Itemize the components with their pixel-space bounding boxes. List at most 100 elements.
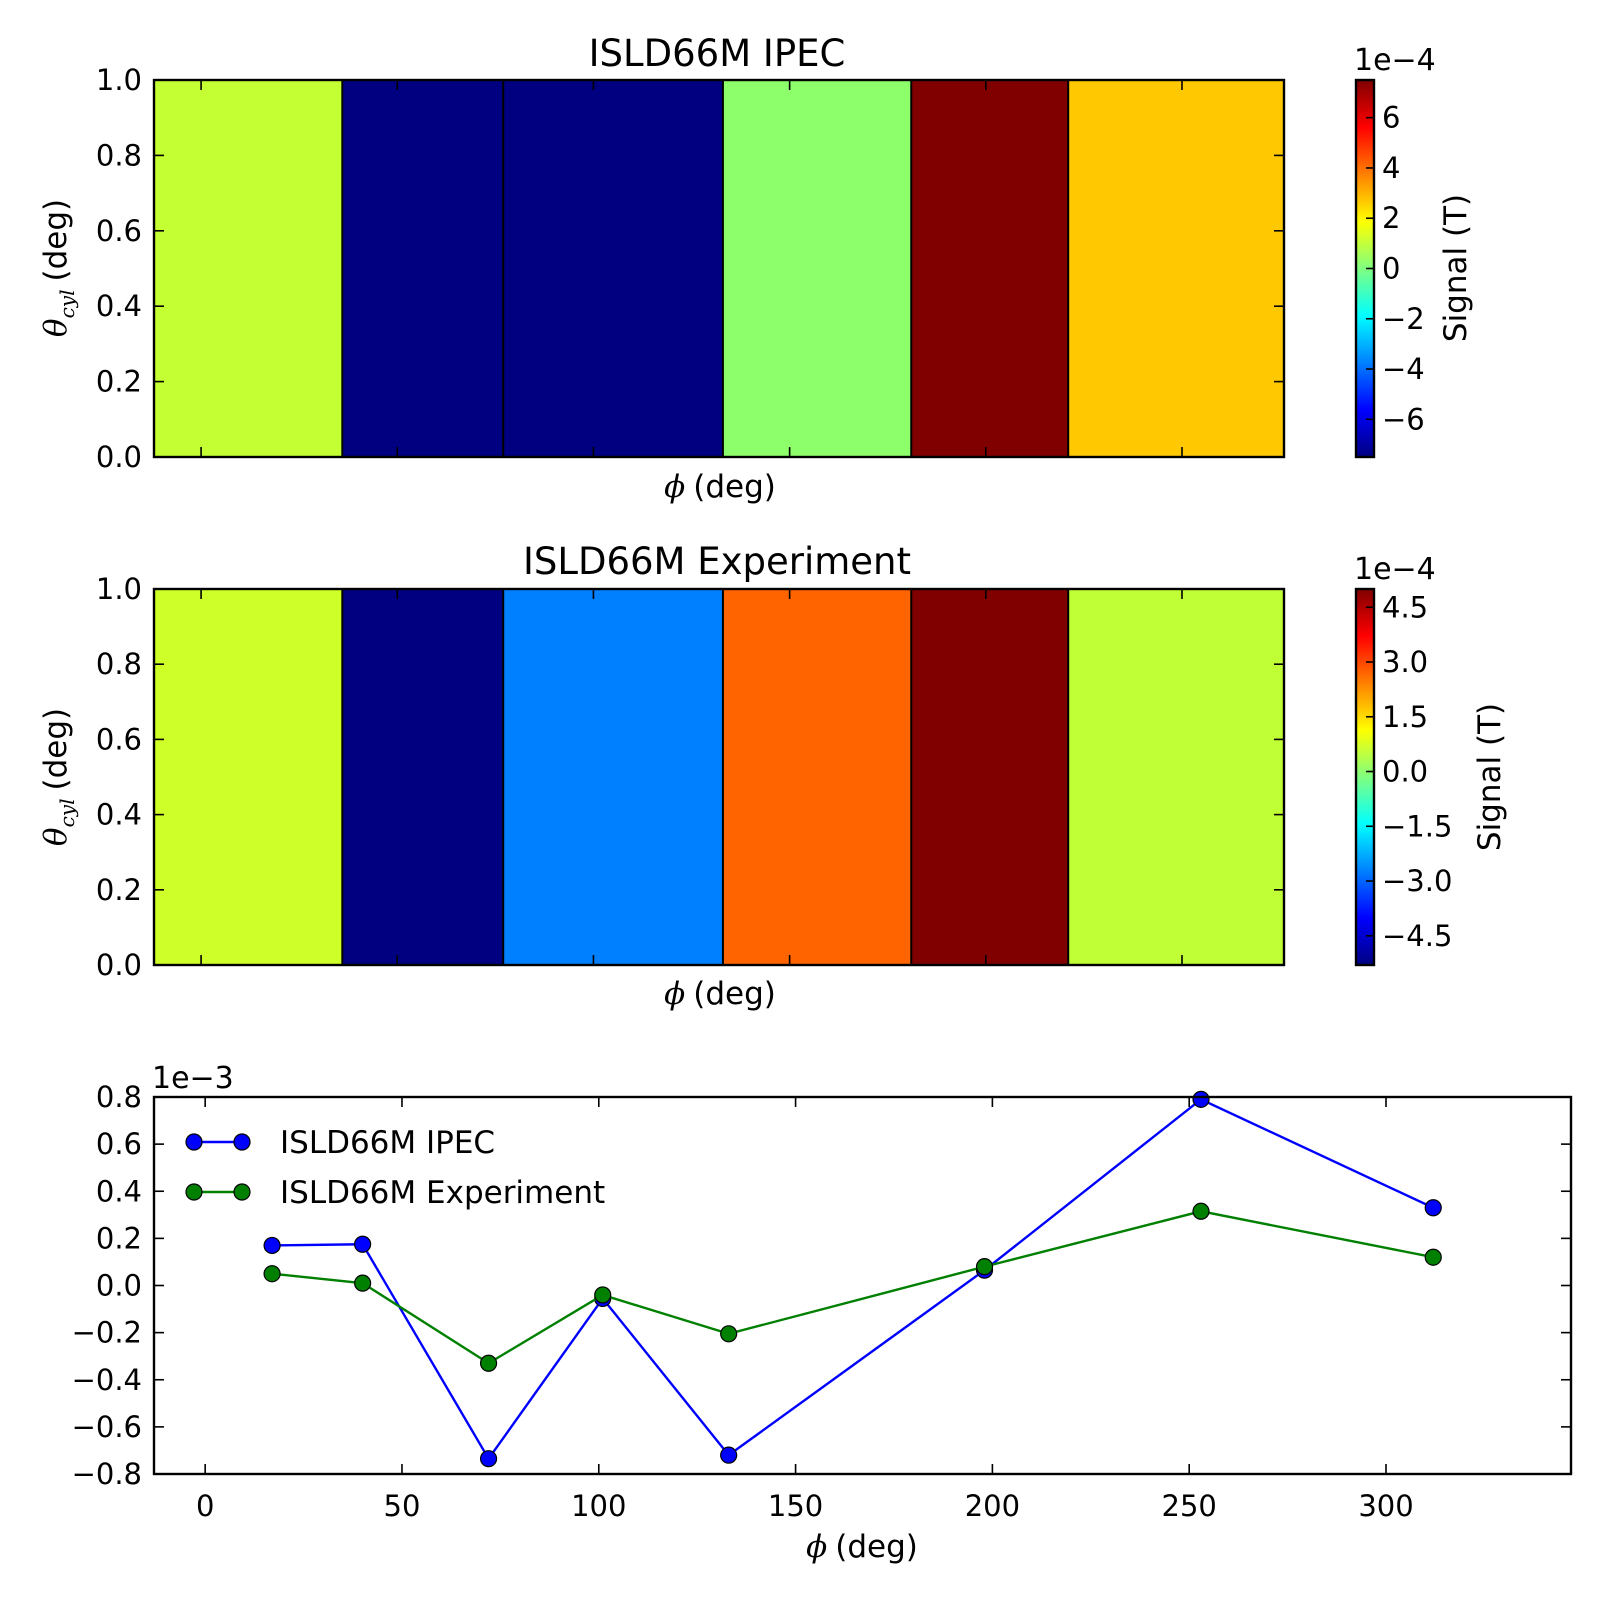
series-line-ipec (272, 1097, 1434, 1461)
heatmap-ipec-y-label: θcyl(deg) (38, 199, 79, 337)
legend-marker-experiment (233, 1183, 251, 1201)
legend-label-ipec: ISLD66M IPEC (280, 1125, 495, 1161)
heatmap-experiment-cell-0 (154, 589, 343, 965)
y-tick-label: −0.8 (72, 1457, 142, 1491)
series-line-experiment (271, 1210, 1434, 1365)
colorbar-tick-label: −2 (1382, 302, 1425, 336)
y-tick-label: 0.6 (96, 722, 142, 756)
data-point-ipec (1424, 1199, 1442, 1217)
data-point-ipec (1192, 1090, 1210, 1108)
colorbar-tick-label: 4.5 (1382, 590, 1428, 624)
colorbar-experiment-label: Signal (T) (1472, 703, 1508, 851)
colorbar-experiment (1356, 589, 1374, 965)
heatmap-ipec-cell-2 (503, 80, 723, 457)
line-chart-ticks: 0 50 100 150 200 250 300 −0.8 −0.6 −0.4 −0.2 0.0 0.2… (72, 1080, 1571, 1523)
colorbar-tick-label: 2 (1382, 201, 1400, 235)
heatmap-ipec-cell-0 (154, 80, 343, 457)
y-tick-label: 0.2 (96, 873, 142, 907)
heatmap-experiment-cell-2 (503, 589, 723, 965)
heatmap-experiment-x-label: ϕ (deg) (664, 976, 776, 1012)
colorbar-tick-label: 6 (1382, 101, 1400, 135)
x-tick-label: 100 (571, 1489, 626, 1523)
data-point-ipec (479, 1450, 498, 1468)
data-point-experiment (263, 1265, 281, 1283)
heatmap-ipec-cell-4 (911, 80, 1069, 457)
heatmap-experiment-cell-1 (342, 589, 504, 965)
heatmap-ipec-frame (152, 78, 1286, 459)
data-point-experiment (354, 1274, 372, 1292)
heatmap-ipec-x-label: ϕ (deg) (664, 469, 776, 505)
colorbar-tick-label: 0.0 (1382, 755, 1428, 789)
colorbar-tick-label: −6 (1382, 402, 1425, 436)
y-tick-label: 0.2 (96, 365, 142, 399)
heatmap-ipec-cell-3 (722, 80, 912, 457)
heatmap-experiment-cell-4 (911, 589, 1069, 965)
colorbar-ipec-label: Signal (T) (1438, 194, 1474, 342)
colorbar-tick-label: −4.5 (1382, 919, 1452, 953)
data-point-ipec (720, 1446, 738, 1464)
data-point-experiment (594, 1286, 612, 1304)
heatmap-experiment-cell-3 (722, 589, 912, 965)
heatmap-ipec-y-ticks: 0.0 0.2 0.4 0.6 0.8 1.0 (96, 63, 1284, 474)
colorbar-tick-label: 3.0 (1382, 645, 1428, 679)
legend-marker-ipec (185, 1133, 203, 1151)
colorbar-tick-label: 0 (1382, 252, 1400, 286)
y-tick-label: 1.0 (96, 63, 142, 97)
legend-marker-experiment (185, 1183, 203, 1201)
heatmap-ipec-title: ISLD66M IPEC (589, 32, 846, 75)
x-tick-label: 200 (965, 1489, 1020, 1523)
y-tick-label: 0.6 (96, 1127, 142, 1161)
heatmap-experiment-title: ISLD66M Experiment (523, 540, 911, 583)
heatmap-experiment-y-label: θcyl(deg) (38, 708, 79, 846)
data-point-experiment (479, 1354, 498, 1372)
colorbar-experiment-exponent: 1e−4 (1354, 552, 1436, 587)
data-point-experiment (975, 1258, 994, 1276)
line-chart-x-label: ϕ (deg) (806, 1529, 918, 1565)
colorbar-experiment-frame (1354, 587, 1376, 967)
y-tick-label: 0.8 (96, 647, 142, 681)
x-tick-label: 0 (196, 1489, 214, 1523)
y-tick-label: 0.0 (96, 440, 142, 474)
y-tick-label: 0.0 (96, 948, 142, 982)
y-tick-label: 0.4 (96, 1174, 142, 1208)
line-chart-panel: 0 50 100 150 200 250 300 −0.8 −0.6 −0.4 −0.2 0.0 0.2… (72, 1061, 1573, 1565)
heatmap-ipec-cell-1 (342, 80, 504, 457)
line-chart-legend: ISLD66M IPEC ISLD66M Experiment (185, 1125, 605, 1211)
y-tick-label: −0.6 (72, 1410, 142, 1444)
y-tick-label: 0.4 (96, 289, 142, 323)
y-tick-label: 0.8 (96, 1080, 142, 1114)
y-tick-label: −0.4 (72, 1363, 142, 1397)
legend-marker-ipec (233, 1133, 251, 1151)
y-tick-label: 0.8 (96, 138, 142, 172)
y-tick-label: 0.4 (96, 798, 142, 832)
heatmap-ipec-panel: ISLD66M IPEC 0.0 0.2 0.4 0.6 0.8 1.0 ϕ (deg) θ… (38, 32, 1474, 505)
colorbar-tick-label: −1.5 (1382, 809, 1452, 843)
colorbar-tick-label: 4 (1382, 151, 1400, 185)
x-tick-label: 250 (1162, 1489, 1217, 1523)
heatmap-experiment-y-ticks: 0.0 0.2 0.4 0.6 0.8 1.0 (96, 572, 1284, 982)
colorbar-tick-label: −3.0 (1382, 864, 1452, 898)
colorbar-experiment-ticks: −4.5 −3.0 −1.5 0.0 1.5 3.0 4.5 (1366, 590, 1452, 953)
colorbar-ipec-exponent: 1e−4 (1354, 43, 1436, 78)
x-tick-label: 300 (1358, 1489, 1413, 1523)
y-tick-label: 0.2 (96, 1221, 142, 1255)
heatmap-experiment-cell-5 (1068, 589, 1284, 965)
colorbar-ipec-ticks: −6 −4 −2 0 2 4 6 (1366, 101, 1425, 436)
heatmap-ipec-cells (154, 80, 1284, 457)
y-tick-label: −0.2 (72, 1316, 142, 1350)
heatmap-experiment-cells (154, 589, 1284, 965)
y-tick-label: 0.0 (96, 1269, 142, 1303)
heatmap-ipec-cell-5 (1068, 80, 1284, 457)
heatmap-experiment-frame (152, 587, 1286, 967)
colorbar-ipec (1356, 80, 1374, 457)
y-tick-label: 1.0 (96, 572, 142, 606)
heatmap-experiment-panel: ISLD66M Experiment 0.0 0.2 0.4 0.6 0.8 1.0 ϕ(… (38, 540, 1508, 1012)
data-point-experiment (720, 1325, 738, 1343)
line-chart-frame (152, 1095, 1573, 1476)
x-tick-label: 50 (384, 1489, 421, 1523)
legend-label-experiment: ISLD66M Experiment (280, 1175, 605, 1211)
line-chart-series (263, 1090, 1442, 1468)
data-point-ipec (263, 1236, 281, 1255)
x-tick-label: 150 (768, 1489, 823, 1523)
